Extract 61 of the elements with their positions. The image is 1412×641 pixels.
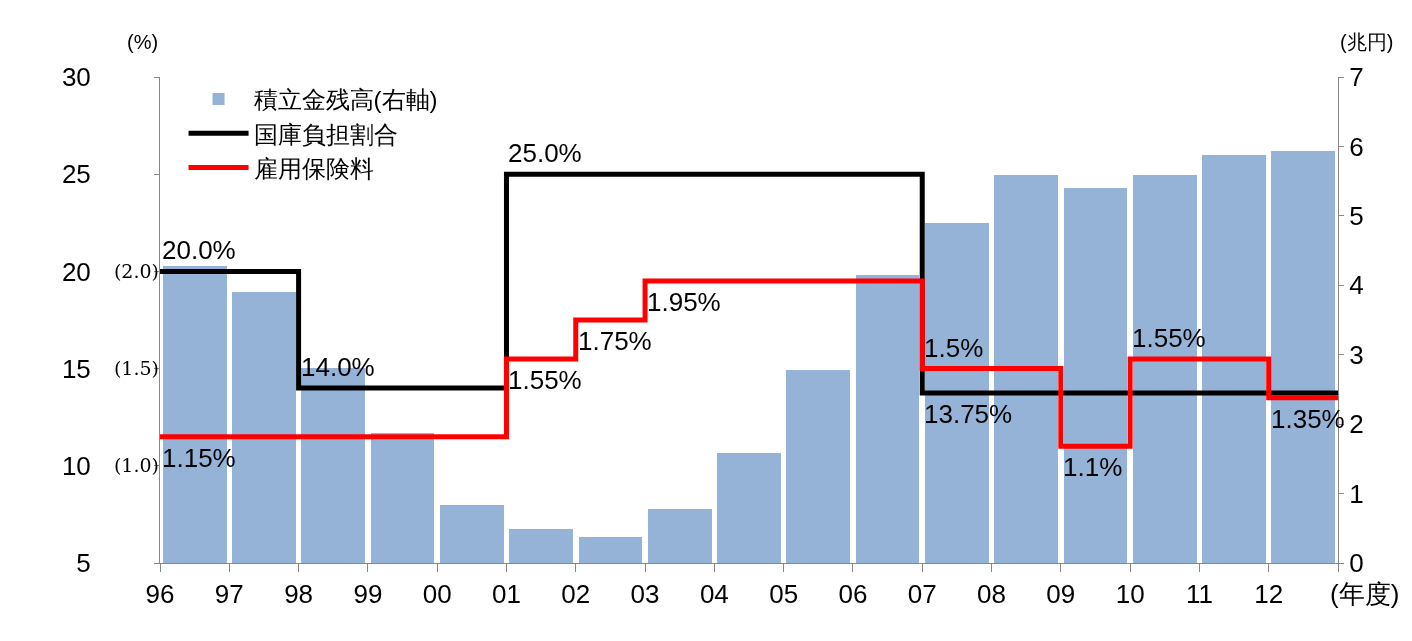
bar: [717, 453, 781, 563]
y2-tick-label: 4: [1349, 270, 1364, 301]
x-tick-label: 08: [977, 579, 1006, 610]
y2-tick-label: 5: [1349, 200, 1364, 231]
data-label: 1.5%: [924, 333, 984, 363]
bar: [786, 370, 850, 563]
x-tick-label: 12: [1254, 579, 1284, 610]
data-label: 1.1%: [1063, 452, 1123, 482]
data-label: 20.0%: [162, 235, 236, 265]
data-label: 1.55%: [508, 365, 582, 395]
bar: [440, 505, 504, 563]
x-tick-label: 10: [1115, 579, 1145, 610]
data-label: 25.0%: [508, 138, 582, 168]
y2-tick-label: 1: [1349, 478, 1364, 509]
y-tick-label: 15: [61, 353, 91, 384]
y-tick-label: 5: [76, 548, 91, 579]
x-tick-label: 11: [1185, 579, 1213, 610]
y3-tick-label: (2.0): [113, 260, 159, 283]
y-tick-label: 25: [61, 159, 91, 190]
bar: [579, 537, 642, 563]
data-label: 13.75%: [924, 399, 1013, 429]
bar: [371, 433, 434, 563]
bar: [509, 529, 573, 563]
data-label: 1.55%: [1132, 323, 1206, 353]
x-tick-label: 05: [769, 579, 799, 610]
x-tick-label: 06: [838, 579, 868, 610]
y2-tick-label: 0: [1349, 548, 1364, 579]
x-tick-label: 97: [214, 579, 244, 610]
bar: [1064, 188, 1127, 563]
y3-tick-label: (1.5): [113, 357, 159, 380]
x-tick-label: 09: [1046, 579, 1076, 610]
y2-tick-label: 7: [1349, 62, 1364, 93]
x-tick-label: 00: [422, 579, 452, 610]
x-tick-label: 07: [907, 579, 937, 610]
legend-label: 国庫負担割合: [253, 120, 398, 148]
data-label: 1.95%: [647, 287, 721, 317]
x-tick-label: 99: [353, 579, 383, 610]
y-tick-label: 20: [61, 256, 91, 287]
y-tick-label: 10: [61, 450, 91, 481]
y2-tick-label: 3: [1349, 339, 1364, 370]
x-tick-label: 02: [561, 579, 591, 610]
y-axis-title: (%): [127, 31, 159, 53]
legend-label: 雇用保険料: [253, 154, 374, 182]
y2-tick-label: 2: [1349, 409, 1364, 440]
x-tick-label: 01: [492, 579, 521, 610]
data-label: 1.35%: [1271, 404, 1345, 434]
data-label: 1.15%: [162, 443, 236, 473]
y2-axis-title: (兆円): [1340, 31, 1394, 53]
data-label: 1.75%: [578, 326, 652, 356]
data-label: 14.0%: [301, 352, 375, 382]
y3-tick-label: (1.0): [113, 454, 159, 477]
x-tick-label: 98: [284, 579, 314, 610]
y2-tick-label: 6: [1349, 131, 1364, 162]
x-tick-label: 96: [145, 579, 175, 610]
bar: [856, 275, 919, 563]
x-tick-label: 03: [630, 579, 660, 610]
x-axis-title: (年度): [1330, 579, 1400, 609]
x-tick-label: 04: [699, 579, 729, 610]
legend-label: 積立金残高(右軸): [253, 86, 438, 114]
bar: [648, 509, 712, 563]
y-tick-label: 30: [61, 62, 91, 93]
